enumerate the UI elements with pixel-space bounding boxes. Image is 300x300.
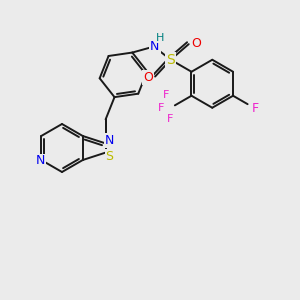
Text: F: F: [167, 113, 173, 124]
Text: F: F: [158, 103, 164, 113]
Text: F: F: [252, 102, 259, 115]
Text: N: N: [105, 134, 114, 147]
Text: H: H: [156, 32, 164, 43]
Text: S: S: [166, 53, 175, 67]
Text: O: O: [191, 37, 201, 50]
Text: O: O: [143, 71, 153, 84]
Text: N: N: [35, 154, 45, 167]
Text: S: S: [106, 150, 114, 163]
Text: F: F: [163, 90, 169, 100]
Text: N: N: [150, 40, 160, 53]
